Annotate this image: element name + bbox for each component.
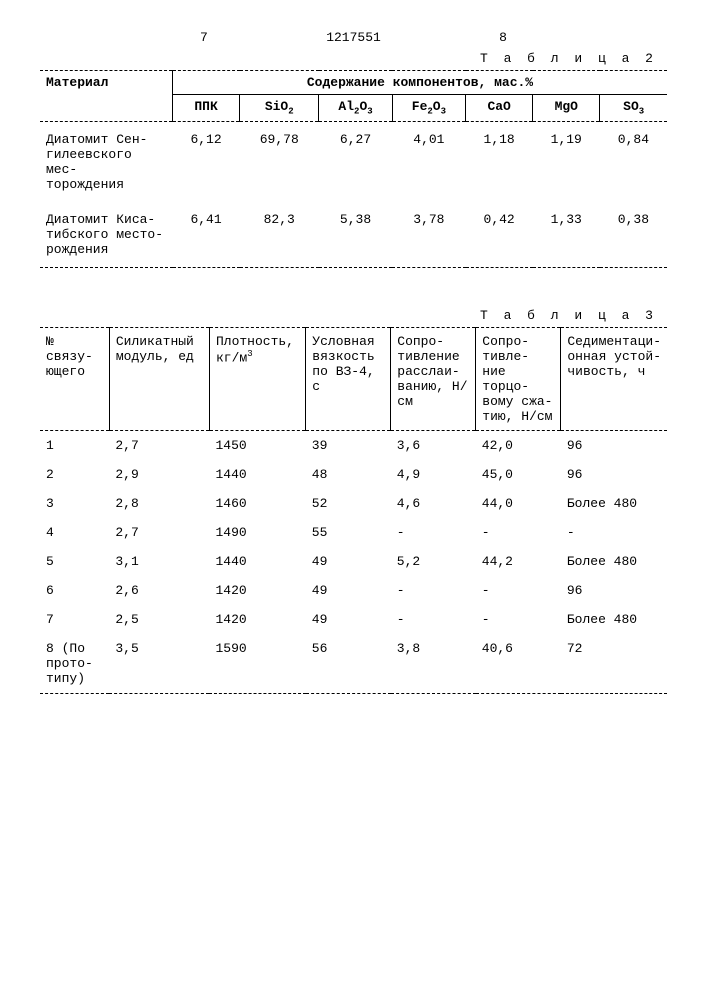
t3-cell: 49: [306, 576, 391, 605]
page-left: 7: [200, 30, 208, 45]
t3-cell: 6: [40, 576, 109, 605]
t3-cell: Более 480: [561, 547, 667, 576]
t3-cell: 5: [40, 547, 109, 576]
t3-cell: Более 480: [561, 489, 667, 518]
t3-cell: 49: [306, 547, 391, 576]
t3-cell: 49: [306, 605, 391, 634]
t3-cell: 44,0: [476, 489, 561, 518]
t3-cell: 4,6: [391, 489, 476, 518]
t3-cell: 1590: [209, 634, 305, 694]
t3-h1: № связу- ющего: [40, 327, 109, 430]
t3-cell: 2,7: [109, 430, 209, 460]
t2-cell: 3,78: [392, 202, 465, 268]
t2-cell: 6,12: [173, 121, 240, 202]
t2-cell: 1,33: [533, 202, 600, 268]
page-right: 8: [499, 30, 507, 45]
t2-col-sio2: SiO2: [240, 95, 319, 122]
t3-cell: -: [476, 605, 561, 634]
t3-cell: 39: [306, 430, 391, 460]
t3-cell: 52: [306, 489, 391, 518]
t2-cell: 5,38: [319, 202, 392, 268]
t2-cell: 4,01: [392, 121, 465, 202]
t3-cell: 1: [40, 430, 109, 460]
t3-cell: 1450: [209, 430, 305, 460]
table3: № связу- ющего Силикатный модуль, ед Пло…: [40, 327, 667, 694]
t3-cell: 45,0: [476, 460, 561, 489]
t3-cell: 40,6: [476, 634, 561, 694]
t3-cell: 1490: [209, 518, 305, 547]
t2-col-fe2o3: Fe2O3: [392, 95, 465, 122]
t3-cell: 2,8: [109, 489, 209, 518]
t3-cell: 2,7: [109, 518, 209, 547]
t3-cell: 2,5: [109, 605, 209, 634]
t2-col-ppk: ППК: [173, 95, 240, 122]
t3-cell: 3,6: [391, 430, 476, 460]
t2-cell: 0,38: [600, 202, 667, 268]
t3-cell: 5,2: [391, 547, 476, 576]
t2-cell: 1,19: [533, 121, 600, 202]
t3-cell: 3,1: [109, 547, 209, 576]
t2-cell: 1,18: [466, 121, 533, 202]
t3-cell: -: [391, 605, 476, 634]
t3-cell: 3,8: [391, 634, 476, 694]
t3-cell: 1440: [209, 460, 305, 489]
t3-cell: -: [476, 518, 561, 547]
t2-cell: 69,78: [240, 121, 319, 202]
table2-label: Т а б л и ц а 2: [40, 51, 657, 66]
t2-col-cao: CaO: [466, 95, 533, 122]
t3-cell: Более 480: [561, 605, 667, 634]
t3-cell: 48: [306, 460, 391, 489]
t3-h7: Седиментаци- онная устой- чивость, ч: [561, 327, 667, 430]
t2-col-so3: SO3: [600, 95, 667, 122]
t3-cell: 2: [40, 460, 109, 489]
t2-col-al2o3: Al2O3: [319, 95, 392, 122]
t3-cell: 3: [40, 489, 109, 518]
t3-cell: 1420: [209, 605, 305, 634]
t3-cell: 42,0: [476, 430, 561, 460]
t3-h6: Сопро- тивле- ние торцо- вому сжа- тию, …: [476, 327, 561, 430]
t2-col-mgo: MgO: [533, 95, 600, 122]
t2-cell: 6,27: [319, 121, 392, 202]
t2-row-name: Диатомит Киса- тибского место- рождения: [40, 202, 173, 268]
t3-cell: -: [391, 518, 476, 547]
t3-cell: 96: [561, 430, 667, 460]
t3-cell: 72: [561, 634, 667, 694]
t3-h2: Силикатный модуль, ед: [109, 327, 209, 430]
table3-label: Т а б л и ц а 3: [40, 308, 657, 323]
t2-head-material: Материал: [40, 71, 173, 122]
t3-cell: 55: [306, 518, 391, 547]
t3-cell: 2,9: [109, 460, 209, 489]
t3-cell: 1440: [209, 547, 305, 576]
doc-number: 1217551: [326, 30, 381, 45]
t3-h4: Условная вязкость по ВЗ-4, с: [306, 327, 391, 430]
t3-cell: 1460: [209, 489, 305, 518]
t3-cell: 3,5: [109, 634, 209, 694]
t3-cell: 2,6: [109, 576, 209, 605]
table2: Материал Содержание компонентов, мас.% П…: [40, 70, 667, 268]
t3-cell: 96: [561, 460, 667, 489]
t3-cell: 4,9: [391, 460, 476, 489]
t3-cell: 1420: [209, 576, 305, 605]
t3-cell: 44,2: [476, 547, 561, 576]
t3-cell: 4: [40, 518, 109, 547]
t2-cell: 0,84: [600, 121, 667, 202]
t3-h3: Плотность, кг/м3: [209, 327, 305, 430]
t2-cell: 6,41: [173, 202, 240, 268]
t2-head-content: Содержание компонентов, мас.%: [173, 71, 668, 95]
page-numbers: 7 1217551 8: [40, 30, 667, 45]
t3-cell: 7: [40, 605, 109, 634]
t3-cell: 8 (По прото- типу): [40, 634, 109, 694]
t3-cell: 96: [561, 576, 667, 605]
t2-cell: 0,42: [466, 202, 533, 268]
t3-cell: -: [476, 576, 561, 605]
t3-cell: -: [561, 518, 667, 547]
t3-cell: 56: [306, 634, 391, 694]
t3-cell: -: [391, 576, 476, 605]
t2-row-name: Диатомит Сен- гилеевского мес- торождени…: [40, 121, 173, 202]
t3-h5: Сопро- тивление расслаи- ванию, Н/см: [391, 327, 476, 430]
t2-cell: 82,3: [240, 202, 319, 268]
